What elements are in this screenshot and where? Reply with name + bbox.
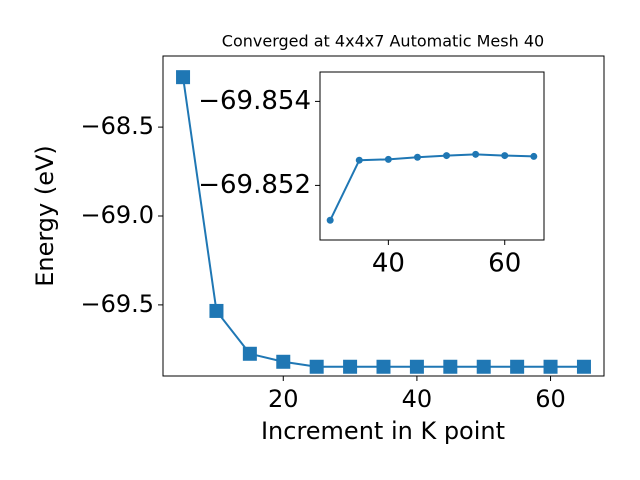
marker <box>343 359 358 374</box>
marker <box>409 359 424 374</box>
marker <box>472 150 480 158</box>
marker <box>276 354 291 369</box>
x-tick-label: 40 <box>402 385 433 413</box>
y-tick-label: −68.5 <box>80 112 154 140</box>
x-tick-label: 60 <box>535 385 566 413</box>
y-tick-label: −69.5 <box>80 290 154 318</box>
marker <box>443 359 458 374</box>
marker <box>443 152 451 160</box>
x-axis-label: Increment in K point <box>261 417 505 445</box>
y-tick-label: −69.854 <box>198 86 311 116</box>
marker <box>413 153 421 161</box>
marker <box>376 359 391 374</box>
marker <box>176 70 191 85</box>
marker <box>510 359 525 374</box>
y-axis-label: Energy (eV) <box>31 145 59 287</box>
y-tick-label: −69.0 <box>80 201 154 229</box>
axes-frame <box>162 55 605 377</box>
marker <box>530 152 538 160</box>
marker <box>501 152 509 160</box>
marker <box>384 155 392 163</box>
marker <box>543 359 558 374</box>
y-tick-label: −69.852 <box>198 170 311 200</box>
x-tick-label: 40 <box>372 249 405 279</box>
marker <box>309 359 324 374</box>
marker <box>209 303 224 318</box>
marker <box>355 156 363 164</box>
x-tick-label: 20 <box>268 385 299 413</box>
axes-frame <box>319 71 545 241</box>
x-tick-label: 60 <box>488 249 521 279</box>
chart-title: Converged at 4x4x7 Automatic Mesh 40 <box>222 32 544 51</box>
marker <box>576 359 591 374</box>
marker <box>476 359 491 374</box>
line <box>329 153 534 221</box>
marker <box>242 346 257 361</box>
marker <box>326 216 334 224</box>
